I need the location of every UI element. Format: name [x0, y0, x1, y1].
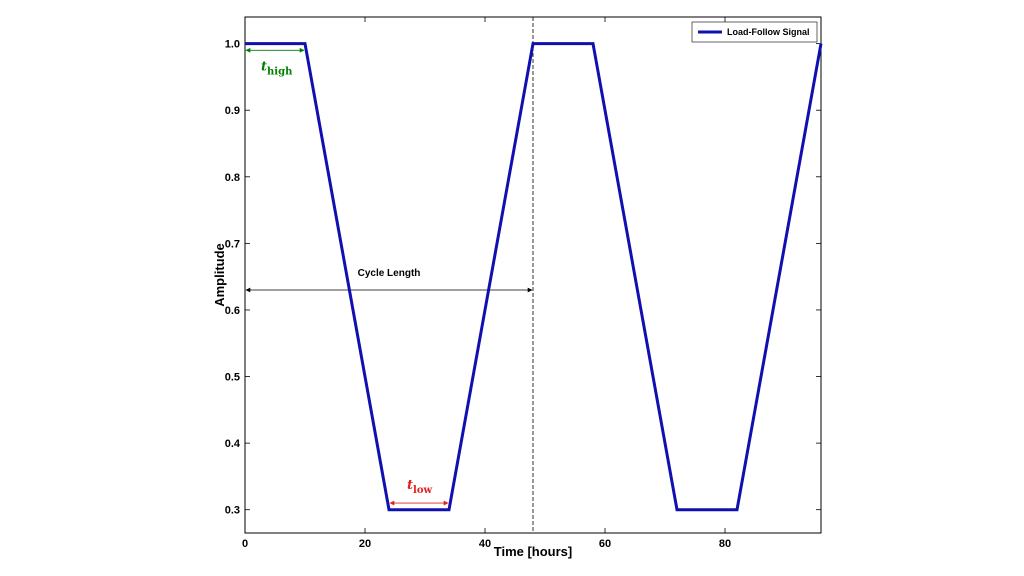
y-tick-label: 0.3	[225, 505, 240, 517]
t-high-base: t	[261, 59, 267, 74]
legend-label: Load-Follow Signal	[727, 27, 810, 37]
x-tick-label: 80	[719, 538, 731, 550]
legend: Load-Follow Signal	[691, 21, 818, 43]
x-tick-label: 60	[599, 538, 611, 550]
x-axis-ticks: 0 20 40 60 80	[242, 17, 731, 550]
y-axis-title: Amplitude	[212, 243, 227, 307]
y-tick-label: 0.7	[225, 238, 240, 250]
x-tick-label: 40	[479, 538, 491, 550]
t-low-label: tlow	[407, 478, 432, 496]
cycle-length-label: Cycle Length	[358, 268, 421, 279]
t-high-sub: high	[267, 66, 293, 77]
y-tick-label: 0.9	[225, 105, 240, 117]
x-axis-title: Time [hours]	[494, 544, 573, 559]
x-tick-label: 20	[359, 538, 371, 550]
annotations: Cycle Length thigh tlow	[245, 17, 534, 533]
t-low-sub: low	[413, 485, 432, 496]
y-tick-label: 0.5	[225, 372, 240, 384]
x-tick-label: 0	[242, 538, 248, 550]
t-low-base: t	[407, 478, 413, 493]
y-tick-label: 0.8	[225, 172, 240, 184]
y-tick-label: 0.6	[225, 305, 240, 317]
t-high-label: thigh	[261, 59, 293, 77]
y-axis-ticks: 0.3 0.4 0.5 0.6 0.7 0.8 0.9 1.0	[225, 39, 821, 517]
y-tick-label: 1.0	[225, 39, 240, 51]
legend-box	[691, 21, 818, 43]
series-line-load-follow-signal	[245, 42, 823, 512]
y-tick-label: 0.4	[225, 438, 241, 450]
